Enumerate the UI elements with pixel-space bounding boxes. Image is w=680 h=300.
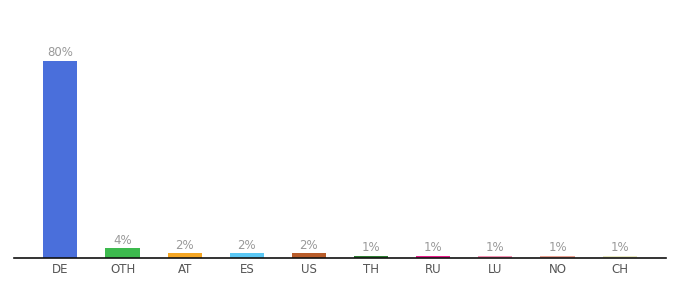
Text: 1%: 1% [548,241,567,254]
Bar [541,256,575,258]
Bar [292,253,326,258]
Bar [354,256,388,258]
Text: 1%: 1% [362,241,380,254]
Bar [44,61,78,258]
Text: 2%: 2% [237,239,256,252]
Text: 1%: 1% [486,241,505,254]
Text: 2%: 2% [300,239,318,252]
Text: 2%: 2% [175,239,194,252]
Bar [478,256,513,258]
Text: 1%: 1% [424,241,443,254]
Bar [167,253,202,258]
Bar [105,248,139,258]
Text: 4%: 4% [113,234,132,247]
Text: 1%: 1% [611,241,629,254]
Bar [416,256,450,258]
Bar [230,253,264,258]
Bar [602,256,636,258]
Text: 80%: 80% [48,46,73,59]
